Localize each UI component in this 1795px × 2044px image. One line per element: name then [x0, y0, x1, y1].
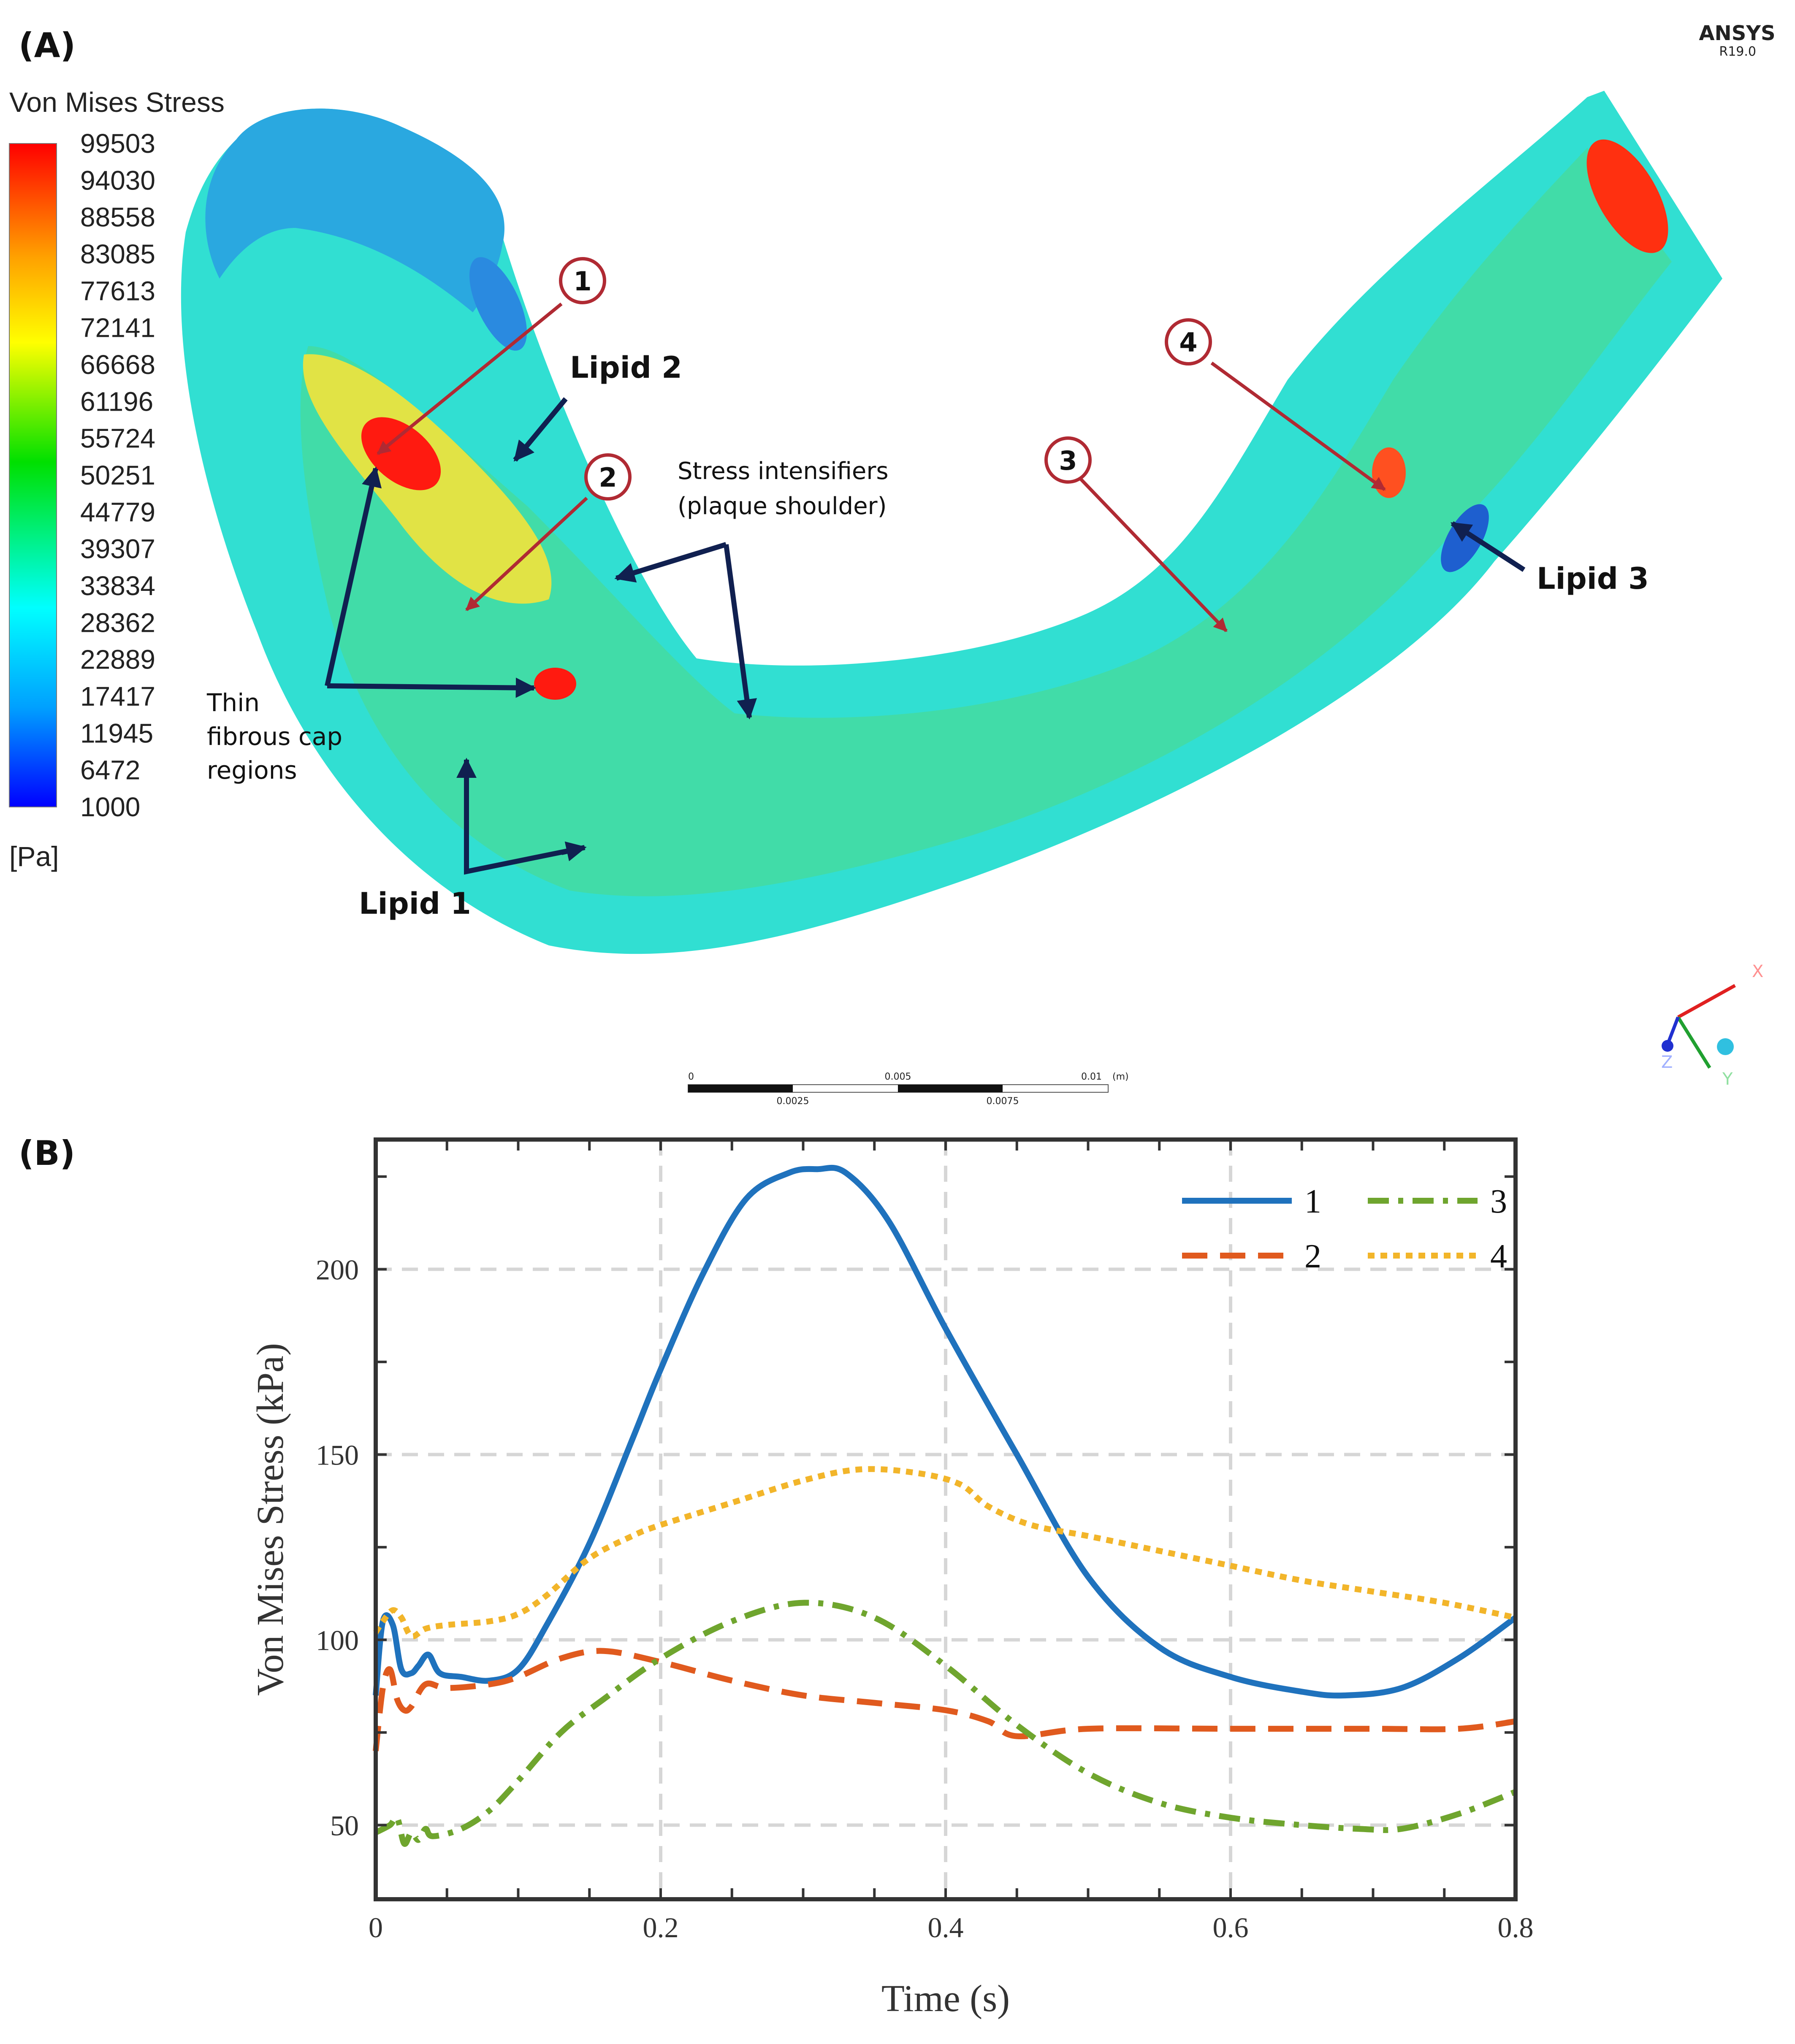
legend-tick-label: 17417 [80, 681, 155, 712]
lipid-1-label: Lipid 1 [359, 886, 471, 921]
lipid-pool-lipid-2 [469, 257, 527, 351]
lipid-1-annotation: Lipid 1 [359, 758, 587, 921]
legend-label-1: 1 [1304, 1183, 1321, 1220]
lipid-3-annotation: Lipid 3 [1450, 521, 1649, 596]
lipid-2-label: Lipid 2 [570, 350, 682, 385]
chart-ticks: 0 0.2 0.4 0.6 0.8 50 100 150 200 [316, 1140, 1534, 1944]
marker-4: 4 [1165, 318, 1386, 491]
legend-tick-labels: 99503 94030 88558 83085 77613 72141 66668 61196… [80, 128, 155, 822]
artery-model [181, 91, 1723, 954]
legend-tick-label: 72141 [80, 313, 155, 343]
thin-fibrous-cap-annotation: Thin fibrous cap regions [206, 466, 536, 785]
legend-label-4: 4 [1490, 1238, 1507, 1275]
lipid-2-annotation: Lipid 2 [513, 350, 682, 462]
scale-tick-0: 0 [688, 1072, 694, 1082]
marker-3-label: 3 [1059, 445, 1077, 476]
legend-tick-label: 28362 [80, 607, 155, 638]
legend-tick-label: 61196 [80, 386, 153, 417]
hotspot-fibrous-cap [534, 668, 576, 700]
x-axis-title: Time (s) [881, 1978, 1010, 2020]
x-tick-label: 0.8 [1498, 1911, 1534, 1944]
triad-z-label: Z [1661, 1053, 1673, 1072]
legend-tick-label: 94030 [80, 165, 155, 195]
artery-lumen [300, 148, 1672, 896]
chart-legend: 1 2 3 4 [1182, 1183, 1507, 1275]
x-tick-label: 0 [369, 1911, 383, 1944]
thin-fibrous-cap-line-2: fibrous cap [207, 722, 342, 751]
legend-tick-label: 22889 [80, 644, 155, 675]
legend-tick-label: 77613 [80, 276, 155, 306]
legend-tick-label: 6472 [80, 755, 140, 785]
legend-tick-label: 11945 [80, 718, 153, 748]
stress-intensifiers-annotation: Stress intensifiers (plaque shoulder) [614, 458, 889, 720]
triad-x-label: X [1752, 962, 1763, 981]
legend-tick-label: 83085 [80, 239, 155, 269]
legend-tick-label: 55724 [80, 423, 155, 454]
hotspot-outlet [1586, 139, 1668, 253]
lipid-3-label: Lipid 3 [1537, 561, 1649, 596]
x-tick-label: 0.6 [1213, 1911, 1249, 1944]
stress-intensifiers-line-2: (plaque shoulder) [678, 493, 887, 520]
marker-1: 1 [377, 257, 606, 455]
scale-tick-0005: 0.005 [885, 1072, 911, 1082]
legend-tick-label: 1000 [80, 792, 140, 822]
chart-series [373, 1164, 1518, 1847]
series-line-3 [374, 1600, 1517, 1847]
colorbar [9, 143, 57, 807]
triad-y-label: Y [1722, 1069, 1733, 1089]
y-tick-label: 50 [330, 1809, 359, 1841]
legend-label-3: 3 [1490, 1183, 1507, 1220]
legend-tick-label: 33834 [80, 571, 155, 601]
software-name: ANSYS [1699, 22, 1775, 45]
stress-intensifiers-line-1: Stress intensifiers [678, 458, 889, 485]
x-tick-label: 0.2 [643, 1911, 679, 1944]
legend-tick-label: 50251 [80, 460, 155, 490]
panel-b-label: (B) [19, 1134, 75, 1173]
legend-tick-label: 39307 [80, 534, 155, 564]
legend-tick-label: 99503 [80, 128, 155, 159]
legend-tick-label: 44779 [80, 497, 155, 527]
axis-triad: X Y Z [1661, 962, 1763, 1089]
marker-2: 2 [465, 453, 632, 611]
y-tick-label: 200 [316, 1253, 359, 1286]
panel-a-figure: (A) ANSYS R19.0 Von Mises Stress 99503 94… [9, 22, 1776, 1106]
legend-label-2: 2 [1304, 1238, 1321, 1275]
scale-tick-001: 0.01 [1081, 1072, 1102, 1082]
artery-upper-fold [205, 108, 504, 312]
y-axis-title: Von Mises Stress (kPa) [249, 1343, 291, 1696]
y-tick-label: 100 [316, 1624, 359, 1656]
panel-a-label: (A) [19, 26, 76, 65]
series-line-4 [373, 1466, 1516, 1640]
scale-bar: 0 0.005 0.01 (m) 0.0025 0.0075 [688, 1072, 1129, 1106]
scale-unit: (m) [1112, 1072, 1129, 1082]
scale-tick-00025: 0.0025 [777, 1096, 809, 1106]
software-version: R19.0 [1719, 44, 1756, 59]
series-line-2 [373, 1648, 1516, 1752]
marker-4-label: 4 [1179, 327, 1197, 358]
legend-tick-label: 66668 [80, 349, 155, 380]
x-tick-label: 0.4 [928, 1911, 964, 1944]
thin-fibrous-cap-line-3: regions [207, 756, 297, 785]
legend-tick-label: 88558 [80, 202, 155, 233]
legend-title: Von Mises Stress [9, 87, 225, 118]
chart-gridlines [376, 1140, 1516, 1899]
marker-2-label: 2 [599, 462, 617, 493]
scale-tick-00075: 0.0075 [987, 1096, 1019, 1106]
series-line-1 [373, 1164, 1518, 1699]
y-tick-label: 150 [316, 1439, 359, 1471]
thin-fibrous-cap-line-1: Thin [206, 688, 260, 717]
marker-3: 3 [1044, 436, 1228, 632]
legend-unit: [Pa] [9, 841, 59, 872]
marker-1-label: 1 [573, 266, 591, 297]
